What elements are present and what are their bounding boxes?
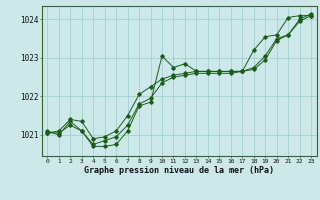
X-axis label: Graphe pression niveau de la mer (hPa): Graphe pression niveau de la mer (hPa): [84, 166, 274, 175]
